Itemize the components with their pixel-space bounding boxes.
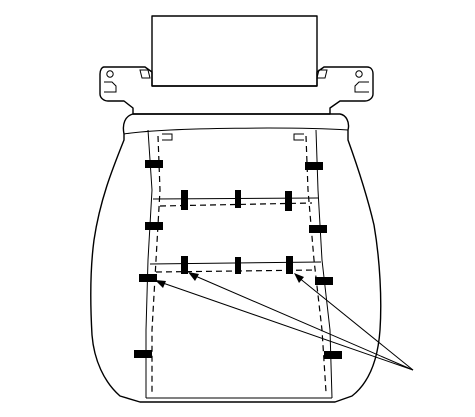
clip-upper-wire-1: [181, 190, 188, 210]
cushion-top-rim: [123, 127, 349, 135]
mounting-bracket: [99, 66, 374, 115]
bracket-inner-left: [104, 81, 117, 93]
clip-upper-wire-3: [285, 191, 292, 211]
arrow-line-2: [192, 274, 414, 371]
clip-lower-wire-2: [235, 257, 241, 274]
clip-right-top: [305, 162, 323, 170]
clip-left-bottom: [134, 350, 152, 358]
clip-left-lower: [139, 274, 157, 282]
clip-upper-wire-2: [235, 190, 241, 208]
right-rail-dashed: [305, 135, 327, 393]
bracket-hole-left: [106, 70, 114, 78]
clips: [134, 160, 342, 359]
clip-lower-wire-1: [181, 256, 188, 274]
callout-arrows: [155, 272, 414, 371]
cushion-outline: [89, 113, 382, 403]
clip-right-bottom: [324, 351, 342, 359]
arrowhead-2: [188, 272, 199, 281]
upper-pad: [151, 15, 318, 87]
arrowhead-1: [155, 280, 166, 288]
bracket-tab-left: [139, 69, 151, 79]
clip-right-mid: [309, 225, 327, 233]
arrow-line-1: [159, 281, 414, 371]
arrow-line-3: [297, 276, 414, 371]
hook-left: [162, 133, 173, 141]
arrowhead-3: [294, 273, 304, 283]
hook-right: [293, 133, 304, 141]
bracket-hole-right: [355, 70, 363, 78]
clip-right-lower: [315, 277, 333, 285]
clip-left-top: [145, 160, 163, 168]
bracket-tab-right: [316, 69, 328, 79]
clip-lower-wire-3: [286, 256, 293, 274]
clip-left-mid: [145, 222, 163, 230]
bracket-inner-right: [354, 81, 369, 93]
